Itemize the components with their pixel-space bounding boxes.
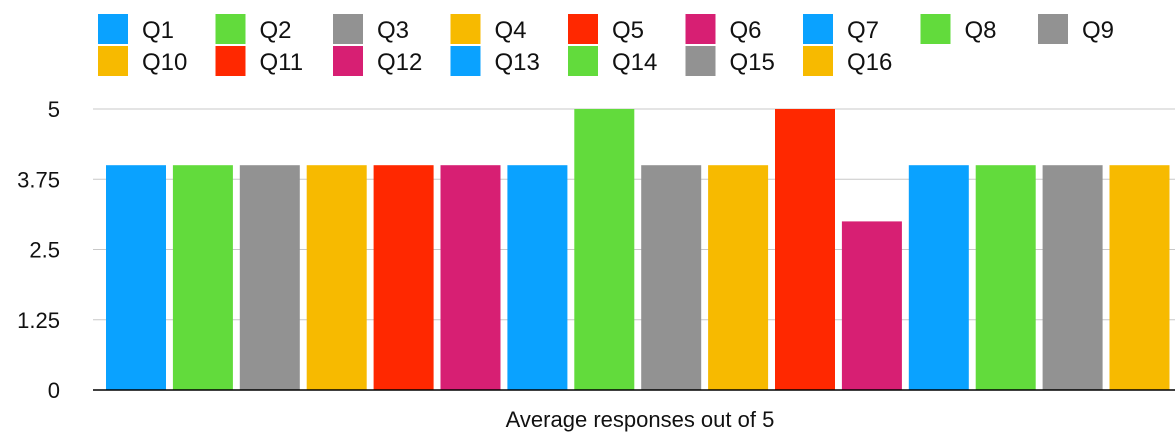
legend-label: Q15 bbox=[730, 49, 775, 76]
bar-q14 bbox=[975, 165, 1036, 390]
y-tick-label: 2.5 bbox=[29, 238, 60, 263]
legend-item-q14: Q14 bbox=[568, 46, 657, 76]
bar-q11 bbox=[775, 109, 835, 390]
legend-label: Q7 bbox=[847, 17, 879, 44]
legend-label: Q10 bbox=[142, 49, 187, 76]
legend-label: Q11 bbox=[260, 49, 304, 76]
legend-item-q3: Q3 bbox=[333, 14, 409, 44]
legend-swatch bbox=[1038, 14, 1068, 44]
legend-swatch bbox=[450, 46, 481, 76]
y-tick-label: 1.25 bbox=[17, 308, 60, 333]
bar-q1 bbox=[106, 165, 166, 390]
y-tick-label: 3.75 bbox=[17, 167, 60, 192]
legend-swatch bbox=[333, 46, 363, 76]
legend-swatch bbox=[803, 46, 833, 76]
legend: Q1 Q2 Q3 Q4 Q5 Q6 Q7 Q8 Q9 Q10 Q11 Q12 Q13 Q14 Q15 Q16 bbox=[98, 14, 1114, 76]
legend-swatch bbox=[215, 46, 246, 76]
legend-label: Q14 bbox=[612, 49, 657, 76]
legend-item-q7: Q7 bbox=[803, 14, 879, 44]
bar-q4 bbox=[306, 165, 367, 390]
bar-q7 bbox=[507, 165, 568, 390]
legend-label: Q9 bbox=[1082, 17, 1114, 44]
legend-item-q8: Q8 bbox=[920, 14, 997, 44]
bar-q9 bbox=[641, 165, 702, 390]
legend-label: Q2 bbox=[260, 17, 292, 44]
legend-swatch bbox=[685, 46, 716, 76]
legend-label: Q3 bbox=[377, 17, 409, 44]
bar-q6 bbox=[440, 165, 501, 390]
legend-item-q13: Q13 bbox=[450, 46, 540, 76]
bar-q16 bbox=[1109, 165, 1170, 390]
legend-item-q4: Q4 bbox=[450, 14, 527, 44]
y-axis-ticks: 0 1.25 2.5 3.75 5 bbox=[17, 97, 60, 403]
legend-swatch bbox=[333, 14, 363, 44]
bar-q8 bbox=[574, 109, 635, 390]
legend-swatch bbox=[568, 46, 598, 76]
legend-swatch bbox=[98, 46, 128, 76]
legend-swatch bbox=[803, 14, 833, 44]
legend-label: Q5 bbox=[612, 17, 644, 44]
legend-swatch bbox=[215, 14, 246, 44]
legend-item-q12: Q12 bbox=[333, 46, 422, 76]
y-tick-label: 5 bbox=[48, 97, 60, 122]
y-tick-label: 0 bbox=[48, 378, 60, 403]
legend-swatch bbox=[98, 14, 128, 44]
bar-q2 bbox=[172, 165, 233, 390]
bar-q12 bbox=[841, 221, 902, 390]
legend-label: Q13 bbox=[495, 49, 540, 76]
legend-item-q16: Q16 bbox=[803, 46, 892, 76]
legend-item-q10: Q10 bbox=[98, 46, 187, 76]
bars bbox=[106, 109, 1170, 390]
legend-item-q1: Q1 bbox=[98, 14, 174, 44]
legend-item-q6: Q6 bbox=[685, 14, 762, 44]
bar-q15 bbox=[1042, 165, 1103, 390]
legend-swatch bbox=[450, 14, 481, 44]
legend-swatch bbox=[568, 14, 598, 44]
bar-q5 bbox=[373, 165, 434, 390]
legend-label: Q1 bbox=[142, 17, 174, 44]
legend-swatch bbox=[920, 14, 951, 44]
legend-item-q2: Q2 bbox=[215, 14, 292, 44]
legend-swatch bbox=[685, 14, 716, 44]
legend-label: Q12 bbox=[377, 49, 422, 76]
legend-label: Q6 bbox=[730, 17, 762, 44]
legend-item-q11: Q11 bbox=[215, 46, 304, 76]
legend-label: Q8 bbox=[965, 17, 997, 44]
legend-label: Q16 bbox=[847, 49, 892, 76]
bar-q3 bbox=[239, 165, 300, 390]
legend-item-q15: Q15 bbox=[685, 46, 775, 76]
legend-item-q9: Q9 bbox=[1038, 14, 1114, 44]
legend-label: Q4 bbox=[495, 17, 527, 44]
bar-q13 bbox=[908, 165, 969, 390]
bar-q10 bbox=[708, 165, 769, 390]
x-axis-title: Average responses out of 5 bbox=[506, 407, 775, 432]
legend-item-q5: Q5 bbox=[568, 14, 644, 44]
